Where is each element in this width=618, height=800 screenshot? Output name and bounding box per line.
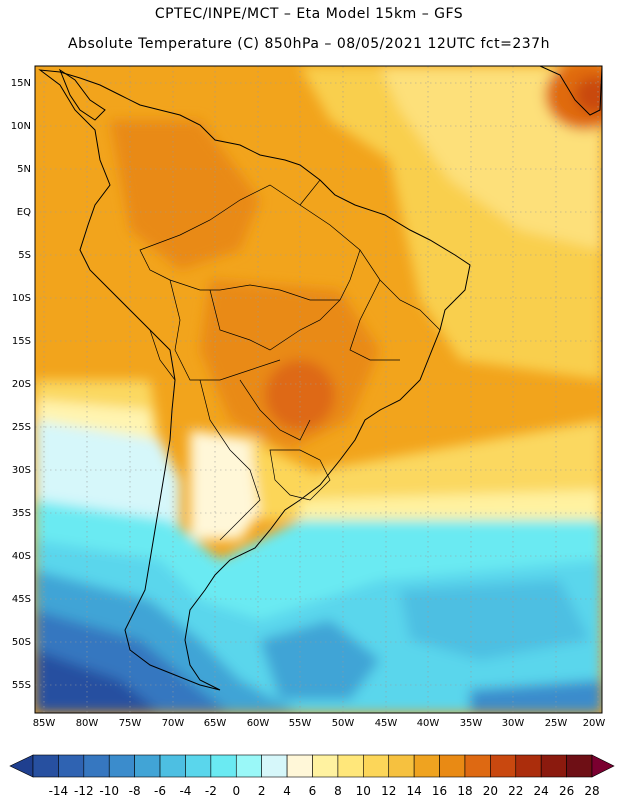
colorbar-label: 16 — [432, 784, 447, 798]
colorbar-segment — [312, 754, 339, 778]
colorbar-label: 6 — [309, 784, 317, 798]
colorbar-segment — [515, 754, 542, 778]
colorbar-label: -12 — [74, 784, 94, 798]
colorbar-segment — [134, 754, 161, 778]
lon-label: 25W — [545, 718, 568, 729]
colorbar-segment — [83, 754, 110, 778]
colorbar-label: -2 — [205, 784, 217, 798]
colorbar-label: 20 — [483, 784, 498, 798]
colorbar-segment — [439, 754, 466, 778]
latitude-labels: 15N 10N 5N EQ 5S 10S 15S 20S 25S 30S 35S… — [11, 78, 31, 691]
colorbar-segment — [490, 754, 517, 778]
lat-label: 15N — [11, 78, 31, 89]
lon-label: 35W — [460, 718, 483, 729]
colorbar-label: 24 — [534, 784, 549, 798]
colorbar-label: 0 — [232, 784, 240, 798]
lon-label: 40W — [417, 718, 440, 729]
lat-label: 25S — [12, 422, 31, 433]
colorbar-segment — [185, 754, 212, 778]
title-line-1: CPTEC/INPE/MCT – Eta Model 15km – GFS — [154, 6, 464, 22]
colorbar-segment — [363, 754, 390, 778]
colorbar-label: 4 — [283, 784, 291, 798]
colorbar-segment — [286, 754, 313, 778]
lat-label: 35S — [12, 508, 31, 519]
lon-label: 50W — [332, 718, 355, 729]
lon-label: 65W — [204, 718, 227, 729]
colorbar-label: 26 — [559, 784, 574, 798]
lat-label: 10N — [11, 121, 31, 132]
colorbar-segment — [337, 754, 364, 778]
lat-label: 30S — [12, 465, 31, 476]
lon-label: 30W — [502, 718, 525, 729]
colorbar-label: -14 — [49, 784, 69, 798]
lon-label: 85W — [33, 718, 56, 729]
colorbar-segment — [235, 754, 262, 778]
lat-label: 40S — [12, 551, 31, 562]
lon-label: 45W — [375, 718, 398, 729]
colorbar-label: 22 — [508, 784, 523, 798]
colorbar-label: -4 — [179, 784, 191, 798]
colorbar-label: 2 — [258, 784, 266, 798]
lon-label: 55W — [289, 718, 312, 729]
colorbar-segment — [32, 754, 59, 778]
colorbar-label: 10 — [356, 784, 371, 798]
colorbar-segment — [540, 754, 567, 778]
colorbar-label: 14 — [406, 784, 421, 798]
lon-label: 70W — [162, 718, 185, 729]
lat-label: 10S — [12, 293, 31, 304]
colorbar-segment — [261, 754, 288, 778]
colorbar-label: 18 — [457, 784, 472, 798]
colorbar-label: -10 — [99, 784, 119, 798]
lat-label: 5S — [18, 250, 31, 261]
lat-label: 50S — [12, 637, 31, 648]
lat-label: 55S — [12, 680, 31, 691]
lon-label: 80W — [76, 718, 99, 729]
lon-label: 60W — [247, 718, 270, 729]
colorbar-label: 12 — [381, 784, 396, 798]
longitude-labels: 85W 80W 75W 70W 65W 60W 55W 50W 45W 40W … — [33, 718, 606, 729]
lat-label: 5N — [17, 164, 31, 175]
colorbar-label: 8 — [334, 784, 342, 798]
colorbar-segment — [159, 754, 186, 778]
colorbar-segment — [413, 754, 440, 778]
colorbar-label: -8 — [129, 784, 141, 798]
lat-label: EQ — [17, 207, 31, 218]
colorbar — [9, 754, 615, 778]
colorbar-segment — [464, 754, 491, 778]
colorbar-labels: -14 -12 -10 -8 -6 -4 -2 0 2 4 6 8 10 12 14 16 18 20 22 24 26… — [49, 784, 600, 798]
colorbar-segment — [108, 754, 135, 778]
title-line-2: Absolute Temperature (C) 850hPa – 08/05/… — [68, 36, 550, 52]
colorbar-label: 28 — [584, 784, 599, 798]
colorbar-label: -6 — [154, 784, 166, 798]
map-frame — [34, 65, 603, 714]
colorbar-segment — [388, 754, 415, 778]
lon-label: 20W — [583, 718, 606, 729]
lat-label: 15S — [12, 336, 31, 347]
lat-label: 45S — [12, 594, 31, 605]
colorbar-arrow-high — [591, 754, 615, 778]
colorbar-segment — [566, 754, 593, 778]
colorbar-segment — [58, 754, 85, 778]
colorbar-arrow-low — [9, 754, 34, 778]
colorbar-segment — [210, 754, 237, 778]
country-borders — [139, 179, 441, 541]
lat-label: 20S — [12, 379, 31, 390]
temperature-field — [35, 66, 602, 713]
lon-label: 75W — [119, 718, 142, 729]
